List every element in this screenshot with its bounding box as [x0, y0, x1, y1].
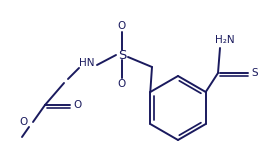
Text: O: O	[118, 79, 126, 89]
Text: S: S	[252, 68, 258, 78]
Text: O: O	[20, 117, 28, 127]
Text: HN: HN	[79, 58, 95, 68]
Text: S: S	[118, 48, 126, 61]
Text: H₂N: H₂N	[215, 35, 235, 45]
Text: O: O	[73, 100, 81, 110]
Text: O: O	[118, 21, 126, 31]
